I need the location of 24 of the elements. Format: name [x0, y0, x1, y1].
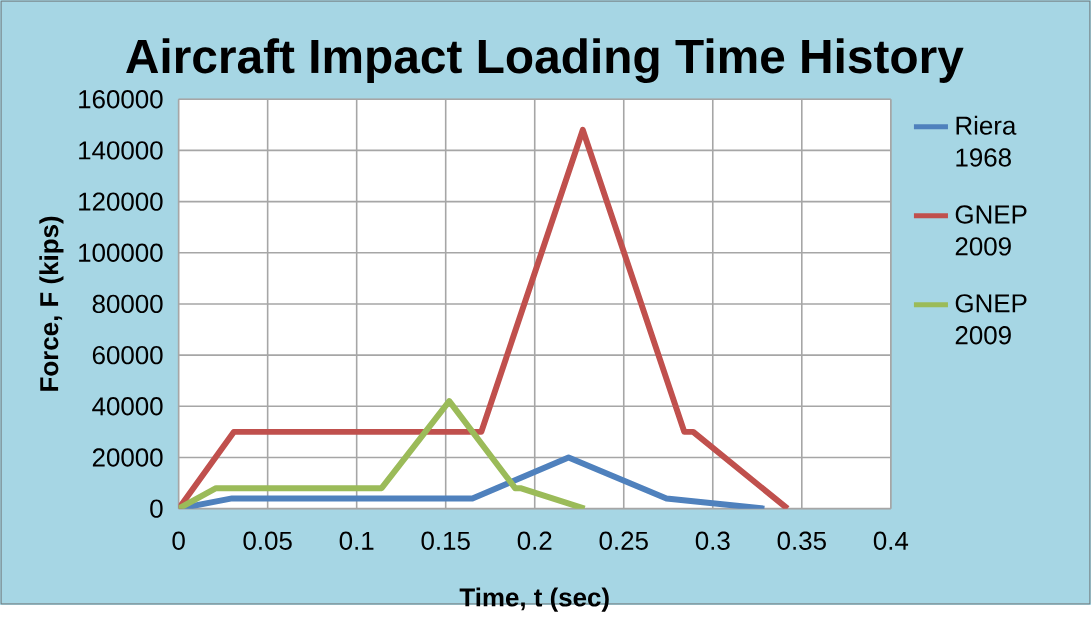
y-tick-label: 120000 — [79, 192, 163, 211]
y-tick-label: 100000 — [79, 243, 163, 262]
legend-label: Riera 1968 — [956, 115, 1017, 167]
y-tick-label: 40000 — [92, 396, 163, 416]
y-tick-label: 160000 — [79, 89, 163, 109]
x-tick-label: 0.3 — [695, 531, 730, 550]
x-tick-label: 0 — [172, 531, 185, 550]
x-axis-title: Time, t (sec) — [459, 587, 609, 612]
y-tick-label: 140000 — [79, 141, 163, 160]
y-tick-label: 80000 — [92, 294, 163, 313]
x-tick-label: 0.35 — [777, 531, 826, 550]
y-tick-label: 20000 — [92, 448, 163, 467]
y-tick-label: 60000 — [92, 345, 163, 365]
x-tick-label: 0.25 — [599, 531, 648, 550]
x-tick-label: 0.05 — [243, 531, 292, 550]
y-axis-title: Force, F (kips) — [39, 216, 64, 391]
x-tick-label: 0.4 — [873, 531, 909, 550]
y-tick-label: 0 — [150, 499, 163, 518]
x-tick-label: 0.2 — [517, 531, 552, 550]
x-tick-label: 0.1 — [339, 531, 374, 550]
x-tick-label: 0.15 — [421, 531, 470, 550]
legend-label: GNEP 2009 — [955, 205, 1027, 256]
legend-label: GNEP 2009 — [955, 293, 1027, 345]
chart-title: Aircraft Impact Loading Time History — [126, 38, 964, 83]
